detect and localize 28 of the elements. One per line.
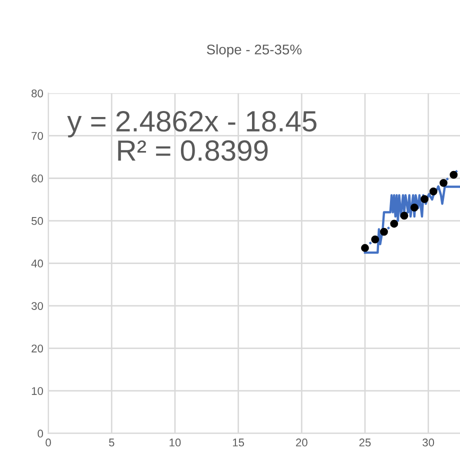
x-tick-label: 15	[232, 438, 244, 446]
point	[440, 178, 448, 187]
x-tick-label: 25	[359, 438, 371, 446]
y-tick-label: 80	[32, 89, 44, 98]
point	[400, 212, 408, 220]
y-tick-label: 50	[32, 217, 44, 225]
point	[410, 204, 418, 212]
point	[420, 195, 428, 204]
x-tick-label: 20	[296, 438, 308, 446]
y-tick-label: 60	[32, 174, 44, 182]
x-tick-label: 0	[46, 438, 51, 446]
chart-title: Slope - 25-35%	[206, 44, 302, 58]
point	[429, 187, 438, 196]
point	[361, 244, 369, 252]
point	[380, 228, 388, 236]
y-tick-label: 70	[32, 132, 44, 140]
point	[450, 170, 458, 179]
y-tick-label: 10	[32, 387, 44, 395]
annotation: y = 2.4862x - 18.45 R² = 0.8399	[67, 110, 316, 161]
point	[371, 236, 380, 244]
x-tick-label: 5	[108, 438, 114, 446]
y-tick-label: 20	[32, 344, 44, 352]
x-tick-label: 10	[170, 438, 181, 446]
point	[390, 220, 398, 228]
y-tick-label: 0	[38, 430, 44, 438]
x-tick-label: 30	[422, 438, 434, 446]
y-tick-label: 40	[31, 260, 44, 268]
y-tick-label: 30	[32, 302, 44, 310]
